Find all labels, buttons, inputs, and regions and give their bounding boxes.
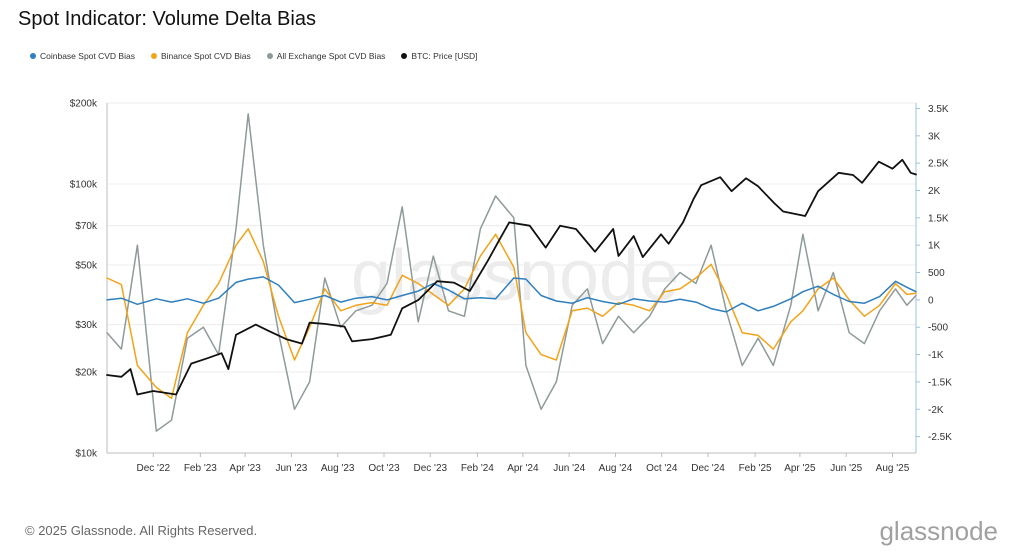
legend-dot-binance	[150, 53, 157, 59]
chart-title: Spot Indicator: Volume Delta Bias	[18, 8, 316, 30]
x-tick-label: Feb '23	[184, 463, 217, 474]
x-tick-label: Apr '24	[507, 463, 539, 474]
chart-legend: Coinbase Spot CVD Bias Binance Spot CVD …	[30, 49, 478, 63]
series-line-all-exchange-spot-cvd-bias	[106, 113, 917, 432]
x-tick-label: Aug '25	[876, 463, 910, 474]
legend-item-coinbase[interactable]: Coinbase Spot CVD Bias	[30, 49, 135, 63]
y-right-tick-label: 500	[928, 268, 945, 279]
legend-label-binance: Binance Spot CVD Bias	[160, 51, 251, 61]
series-line-btc-price-usd	[106, 158, 917, 396]
legend-item-btc-price[interactable]: BTC: Price [USD]	[401, 49, 478, 63]
x-tick-label: Apr '23	[229, 463, 261, 474]
copyright-footer: © 2025 Glassnode. All Rights Reserved.	[25, 523, 258, 538]
x-axis-ticks: Dec '22 Feb '23 Apr '23 Jun '23 Aug '23 Oct '…	[136, 453, 910, 474]
x-tick-label: Feb '24	[461, 463, 494, 474]
x-tick-label: Oct '23	[368, 463, 400, 474]
y-axis-left-ticks: $10k $20k $30k $50k $70k $100k $200k	[70, 99, 98, 460]
x-tick-label: Oct '24	[646, 463, 678, 474]
x-tick-label: Aug '23	[321, 463, 355, 474]
y-right-tick-label: 2.5K	[928, 159, 949, 170]
y-left-tick-label: $10k	[75, 449, 98, 460]
legend-item-binance[interactable]: Binance Spot CVD Bias	[150, 49, 251, 63]
x-tick-label: Dec '24	[691, 463, 725, 474]
y-left-tick-label: $70k	[75, 221, 98, 232]
legend-label-all-exchange: All Exchange Spot CVD Bias	[276, 51, 386, 61]
series-line-binance-spot-cvd-bias	[106, 228, 917, 400]
x-tick-label: Apr '25	[784, 463, 816, 474]
x-tick-label: Dec '23	[413, 463, 447, 474]
y-left-tick-label: $100k	[70, 179, 98, 190]
legend-dot-all-exchange	[266, 53, 273, 59]
legend-dot-coinbase	[30, 53, 36, 59]
x-tick-label: Jun '25	[830, 463, 862, 474]
y-left-tick-label: $30k	[75, 320, 98, 331]
y-right-tick-label: 1.5K	[928, 213, 949, 224]
y-right-tick-label: -1.5K	[928, 377, 952, 388]
series-layer	[106, 113, 917, 432]
y-right-tick-label: 1K	[928, 241, 941, 252]
x-tick-label: Dec '22	[136, 463, 170, 474]
legend-label-btc-price: BTC: Price [USD]	[411, 51, 478, 61]
x-tick-label: Aug '24	[599, 463, 633, 474]
y-right-tick-label: 0	[928, 295, 934, 306]
y-right-tick-label: -2.5K	[928, 432, 952, 443]
y-axis-right-ticks: 3.5K 3K 2.5K 2K 1.5K 1K 500 0 -500 -1K -1.5K -2K -2.…	[916, 104, 952, 443]
legend-dot-btc-price	[401, 53, 408, 59]
y-left-tick-label: $200k	[70, 99, 98, 110]
y-right-tick-label: -1K	[928, 350, 944, 361]
x-tick-label: Jun '23	[275, 463, 307, 474]
x-tick-label: Jun '24	[553, 463, 585, 474]
legend-item-all-exchange[interactable]: All Exchange Spot CVD Bias	[266, 49, 386, 63]
y-right-tick-label: 3.5K	[928, 104, 949, 115]
y-right-tick-label: 2K	[928, 186, 941, 197]
y-left-tick-label: $50k	[75, 260, 98, 271]
y-right-tick-label: -2K	[928, 405, 944, 416]
grid-lines	[107, 102, 916, 454]
legend-label-coinbase: Coinbase Spot CVD Bias	[40, 51, 135, 61]
brand-logo: glassnode	[879, 516, 998, 546]
y-right-tick-label: 3K	[928, 131, 941, 142]
y-right-tick-label: -500	[928, 323, 948, 334]
series-line-coinbase-spot-cvd-bias	[106, 276, 917, 313]
x-tick-label: Feb '25	[739, 463, 772, 474]
y-left-tick-label: $20k	[75, 368, 98, 379]
